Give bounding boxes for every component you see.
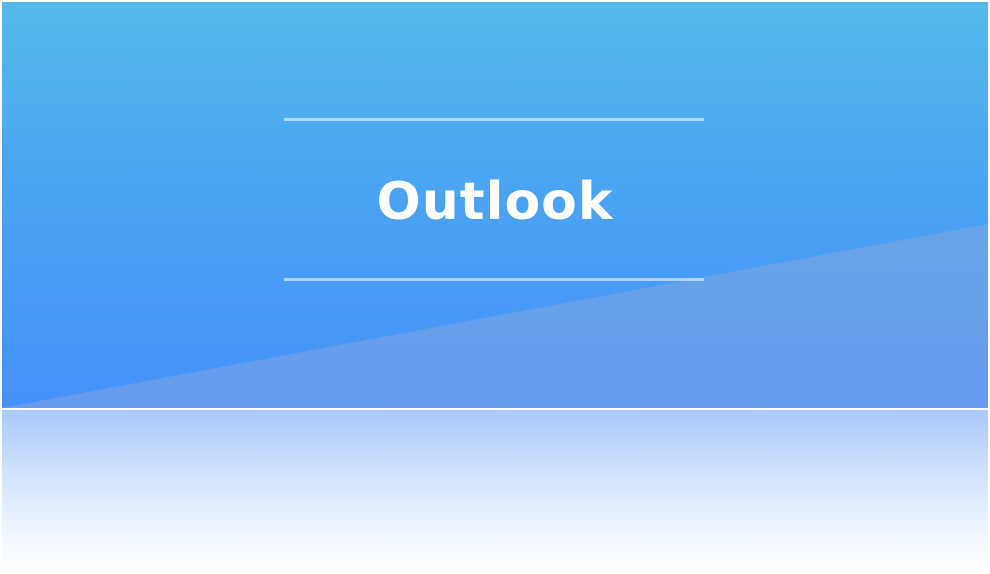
reflection-gradient <box>2 410 988 574</box>
bottom-divider-line <box>284 278 704 281</box>
top-divider-line <box>284 118 704 121</box>
banner: Outlook <box>2 2 988 408</box>
diagonal-wedge-shape <box>2 224 988 408</box>
banner-title: Outlook <box>376 172 614 232</box>
